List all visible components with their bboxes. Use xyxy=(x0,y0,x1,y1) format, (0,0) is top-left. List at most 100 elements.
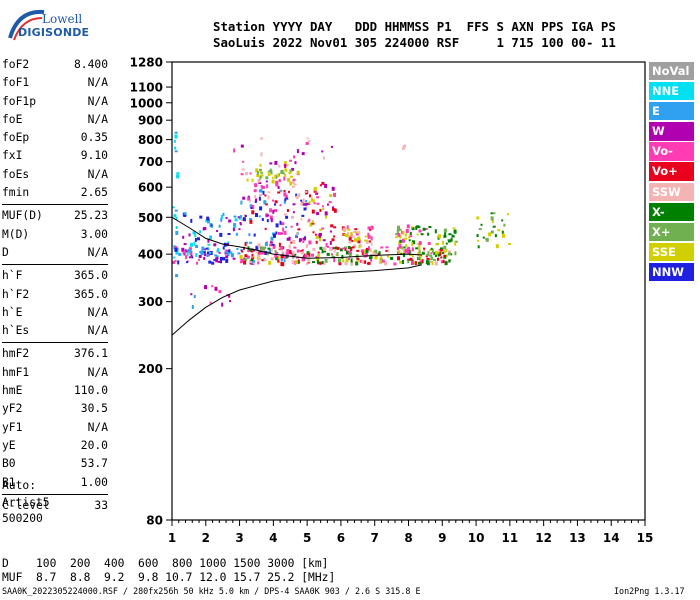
echo-point xyxy=(361,251,364,256)
echo-point xyxy=(360,249,364,253)
echo-point xyxy=(239,223,242,226)
echo-point xyxy=(407,249,410,254)
echo-point xyxy=(442,260,445,264)
echo-point xyxy=(370,225,374,230)
echo-point xyxy=(497,229,501,232)
echo-point xyxy=(240,215,243,219)
x-tick-label: 5 xyxy=(303,531,311,545)
echo-point xyxy=(193,295,196,298)
echo-point xyxy=(237,216,240,219)
echo-point xyxy=(275,231,278,235)
echo-point xyxy=(317,254,321,258)
echo-point xyxy=(347,228,351,231)
echo-point xyxy=(292,250,295,255)
echo-point xyxy=(261,259,265,262)
echo-point xyxy=(190,293,193,296)
echo-point xyxy=(274,253,278,258)
param-name: B0 xyxy=(2,457,16,471)
legend-item: Vo+ xyxy=(649,162,694,181)
param-name: foE xyxy=(2,112,23,126)
echo-point xyxy=(258,182,262,184)
echo-point xyxy=(199,215,203,219)
echo-point xyxy=(288,190,290,193)
echo-point xyxy=(203,227,207,230)
echo-point xyxy=(225,249,228,252)
echo-point xyxy=(353,230,356,233)
echo-point xyxy=(348,251,352,254)
echo-point xyxy=(403,246,406,249)
echo-point xyxy=(490,216,494,221)
echo-point xyxy=(264,194,267,197)
echo-point xyxy=(417,261,421,265)
echo-point xyxy=(280,246,284,250)
echo-point xyxy=(308,218,311,222)
echo-point xyxy=(492,212,496,215)
echo-point xyxy=(401,246,404,250)
echo-point xyxy=(174,134,178,139)
echo-point xyxy=(397,256,400,261)
echo-point xyxy=(174,259,177,262)
echo-point xyxy=(293,155,296,159)
echo-point xyxy=(368,246,370,250)
echo-point xyxy=(390,256,394,260)
echo-point xyxy=(200,250,204,255)
echo-point xyxy=(399,260,403,264)
echo-point xyxy=(205,247,208,250)
echo-point xyxy=(437,257,439,261)
echo-point xyxy=(298,193,301,198)
echo-point xyxy=(285,256,288,259)
echo-point xyxy=(409,232,412,235)
x-tick-label: 2 xyxy=(202,531,210,545)
param-name: foEs xyxy=(2,167,30,181)
echo-point xyxy=(426,257,430,260)
echo-point xyxy=(249,249,252,252)
echo-point xyxy=(315,192,319,195)
echo-point xyxy=(490,230,494,234)
param-name: h`E xyxy=(2,305,23,319)
echo-point xyxy=(304,202,308,206)
echo-point xyxy=(292,256,295,259)
echo-point xyxy=(492,225,496,228)
echo-point xyxy=(259,175,262,180)
echo-point xyxy=(258,253,261,258)
echo-point xyxy=(450,253,453,256)
echo-point xyxy=(330,224,334,228)
param-row: hmF1 N/A xyxy=(2,364,108,382)
echo-point xyxy=(275,251,279,255)
echo-point xyxy=(281,251,285,254)
echo-point xyxy=(319,237,321,242)
echo-point xyxy=(347,246,351,250)
echo-point xyxy=(176,247,179,251)
muf-table: D 100 200 400 600 800 1000 1500 3000 [km… xyxy=(2,557,335,585)
echo-point xyxy=(442,247,446,250)
echo-point xyxy=(265,180,268,183)
echo-point xyxy=(450,237,453,242)
echo-point xyxy=(488,232,492,237)
y-tick-label: 500 xyxy=(138,211,163,225)
param-value: N/A xyxy=(87,245,108,259)
legend-item: NNE xyxy=(649,82,694,101)
echo-point xyxy=(205,219,208,223)
echo-point xyxy=(264,203,268,206)
echo-point xyxy=(175,230,179,235)
echo-point xyxy=(494,234,497,238)
echo-point xyxy=(282,227,285,232)
param-name: foF1p xyxy=(2,94,37,108)
echo-point xyxy=(321,150,324,153)
echo-point xyxy=(387,249,390,253)
echo-point xyxy=(301,152,305,156)
echo-point xyxy=(404,237,408,240)
echo-point xyxy=(495,244,499,249)
echo-point xyxy=(259,163,262,167)
logo-lowell: Lowell xyxy=(42,12,83,26)
echo-point xyxy=(282,262,285,267)
echo-point xyxy=(312,231,315,234)
echo-point xyxy=(447,252,451,256)
echo-point xyxy=(222,246,225,250)
echo-point xyxy=(308,140,311,142)
echo-point xyxy=(429,249,432,251)
echo-point xyxy=(477,239,480,242)
param-name: h`Es xyxy=(2,324,30,338)
echo-point xyxy=(316,258,320,262)
echo-point xyxy=(207,247,210,251)
